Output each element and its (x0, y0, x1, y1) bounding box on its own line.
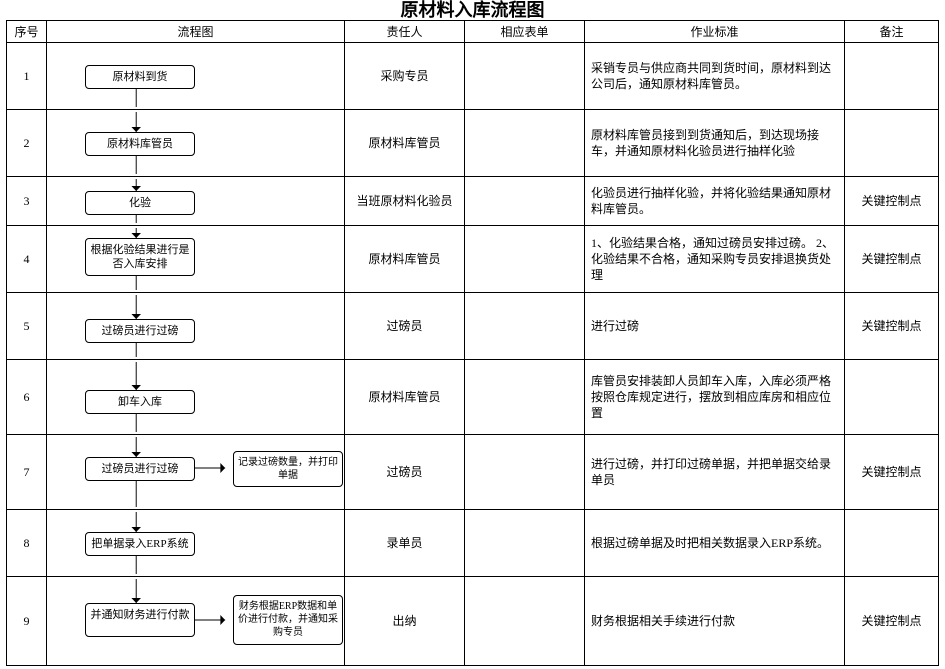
cell-resp: 过磅员 (345, 293, 465, 360)
col-form: 相应表单 (465, 21, 585, 43)
table-row: 9 并通知财务进行付款 财务根据ERP数据和单价进行付款，并通知采购专员出纳 财务根据… (7, 577, 939, 666)
cell-std: 1、化验结果合格，通知过磅员安排过磅。 2、化验结果不合格，通知采购专员安排退换… (585, 226, 845, 293)
cell-seq: 1 (7, 43, 47, 110)
table-row: 2 原材料库管员 原材料库管员 原材料库管员接到到货通知后，到达现场接车，并通知原材料… (7, 110, 939, 177)
col-resp: 责任人 (345, 21, 465, 43)
flow-node: 化验 (85, 191, 195, 215)
flow-side-node: 记录过磅数量，并打印单据 (233, 451, 343, 487)
cell-note (845, 43, 939, 110)
flow-node: 过磅员进行过磅 (85, 319, 195, 343)
col-flow: 流程图 (47, 21, 345, 43)
flow-inner: 过磅员进行过磅记录过磅数量，并打印单据 (53, 437, 338, 507)
cell-note: 关键控制点 (845, 177, 939, 226)
cell-std: 根据过磅单据及时把相关数据录入ERP系统。 (585, 510, 845, 577)
page: 原材料入库流程图 序号 流程图 责任人 相应表单 作业标准 备注 1 原材料到货 采… (0, 0, 945, 669)
cell-note (845, 110, 939, 177)
cell-flow: 化验 (47, 177, 345, 226)
cell-form (465, 43, 585, 110)
cell-flow: 把单据录入ERP系统 (47, 510, 345, 577)
cell-form (465, 510, 585, 577)
flow-inner: 根据化验结果进行是否入库安排 (53, 228, 338, 290)
flow-node: 过磅员进行过磅 (85, 457, 195, 481)
cell-std: 化验员进行抽样化验，并将化验结果通知原材料库管员。 (585, 177, 845, 226)
flow-inner: 原材料到货 (53, 45, 338, 107)
cell-form (465, 360, 585, 435)
flow-inner: 化验 (53, 179, 338, 223)
page-title: 原材料入库流程图 (0, 0, 945, 20)
flow-inner: 把单据录入ERP系统 (53, 512, 338, 574)
flow-inner: 卸车入库 (53, 362, 338, 432)
cell-seq: 9 (7, 577, 47, 666)
cell-flow: 卸车入库 (47, 360, 345, 435)
cell-form (465, 226, 585, 293)
flow-node: 并通知财务进行付款 (85, 603, 195, 637)
cell-seq: 7 (7, 435, 47, 510)
flow-node: 原材料到货 (85, 65, 195, 89)
flow-inner: 原材料库管员 (53, 112, 338, 174)
process-table: 序号 流程图 责任人 相应表单 作业标准 备注 1 原材料到货 采购专员 采销专员与供… (6, 20, 939, 666)
cell-std: 进行过磅 (585, 293, 845, 360)
table-header-row: 序号 流程图 责任人 相应表单 作业标准 备注 (7, 21, 939, 43)
flow-node: 原材料库管员 (85, 132, 195, 156)
cell-note: 关键控制点 (845, 293, 939, 360)
table-row: 3 化验 当班原材料化验员 化验员进行抽样化验，并将化验结果通知原材料库管员。关键控制… (7, 177, 939, 226)
cell-std: 库管员安排装卸人员卸车入库，入库必须严格按照仓库规定进行，摆放到相应库房和相应位… (585, 360, 845, 435)
cell-flow: 过磅员进行过磅 (47, 293, 345, 360)
table-row: 8 把单据录入ERP系统 录单员 根据过磅单据及时把相关数据录入ERP系统。 (7, 510, 939, 577)
cell-seq: 2 (7, 110, 47, 177)
flow-node: 卸车入库 (85, 390, 195, 414)
cell-seq: 8 (7, 510, 47, 577)
col-seq: 序号 (7, 21, 47, 43)
cell-flow: 原材料到货 (47, 43, 345, 110)
cell-form (465, 293, 585, 360)
table-row: 6 卸车入库 原材料库管员 库管员安排装卸人员卸车入库，入库必须严格按照仓库规定进行，… (7, 360, 939, 435)
col-std: 作业标准 (585, 21, 845, 43)
table-row: 5过磅员进行过磅过磅员进行过磅关键控制点 (7, 293, 939, 360)
cell-form (465, 435, 585, 510)
cell-seq: 4 (7, 226, 47, 293)
cell-seq: 6 (7, 360, 47, 435)
cell-form (465, 110, 585, 177)
cell-note: 关键控制点 (845, 226, 939, 293)
flow-node: 把单据录入ERP系统 (85, 532, 195, 556)
cell-std: 进行过磅，并打印过磅单据，并把单据交给录单员 (585, 435, 845, 510)
cell-resp: 过磅员 (345, 435, 465, 510)
table-row: 4 根据化验结果进行是否入库安排 原材料库管员 1、化验结果合格，通知过磅员安排过磅。… (7, 226, 939, 293)
cell-form (465, 177, 585, 226)
cell-form (465, 577, 585, 666)
cell-std: 原材料库管员接到到货通知后，到达现场接车，并通知原材料化验员进行抽样化验 (585, 110, 845, 177)
cell-resp: 原材料库管员 (345, 360, 465, 435)
flow-node: 根据化验结果进行是否入库安排 (85, 238, 195, 276)
cell-resp: 原材料库管员 (345, 110, 465, 177)
cell-flow: 原材料库管员 (47, 110, 345, 177)
cell-note: 关键控制点 (845, 577, 939, 666)
cell-std: 采销专员与供应商共同到货时间，原材料到达公司后，通知原材料库管员。 (585, 43, 845, 110)
table-row: 7 过磅员进行过磅 记录过磅数量，并打印单据过磅员 进行过磅，并打印过磅单据，并把单据… (7, 435, 939, 510)
flow-inner: 过磅员进行过磅 (53, 295, 338, 357)
cell-resp: 当班原材料化验员 (345, 177, 465, 226)
cell-seq: 3 (7, 177, 47, 226)
cell-flow: 并通知财务进行付款 财务根据ERP数据和单价进行付款，并通知采购专员 (47, 577, 345, 666)
table-row: 1 原材料到货 采购专员 采销专员与供应商共同到货时间，原材料到达公司后，通知原材料库… (7, 43, 939, 110)
cell-seq: 5 (7, 293, 47, 360)
flow-side-node: 财务根据ERP数据和单价进行付款，并通知采购专员 (233, 595, 343, 645)
cell-std: 财务根据相关手续进行付款 (585, 577, 845, 666)
cell-resp: 采购专员 (345, 43, 465, 110)
flow-inner: 并通知财务进行付款财务根据ERP数据和单价进行付款，并通知采购专员 (53, 579, 338, 663)
cell-note (845, 360, 939, 435)
cell-resp: 录单员 (345, 510, 465, 577)
col-note: 备注 (845, 21, 939, 43)
cell-flow: 过磅员进行过磅 记录过磅数量，并打印单据 (47, 435, 345, 510)
cell-flow: 根据化验结果进行是否入库安排 (47, 226, 345, 293)
cell-note: 关键控制点 (845, 435, 939, 510)
cell-resp: 出纳 (345, 577, 465, 666)
cell-note (845, 510, 939, 577)
cell-resp: 原材料库管员 (345, 226, 465, 293)
